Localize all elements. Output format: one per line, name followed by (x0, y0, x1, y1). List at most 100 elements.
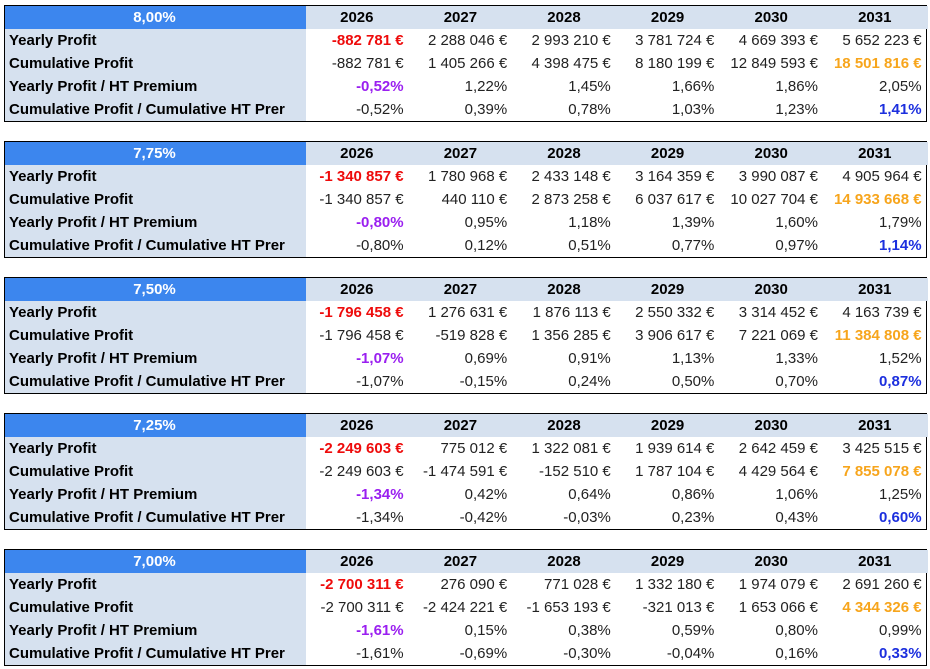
year-header-cell[interactable]: 2029 (616, 6, 721, 29)
year-header-cell[interactable]: 2026 (306, 142, 410, 165)
rate-cell[interactable]: 7,75% (5, 142, 306, 165)
value-cell[interactable]: 0,33% (879, 645, 922, 662)
value-cell[interactable]: -1 796 458 € (319, 304, 404, 321)
value-cell[interactable]: 0,77% (671, 237, 715, 254)
value-cell[interactable]: 8 180 199 € (635, 55, 715, 72)
value-cell[interactable]: 1,03% (671, 101, 715, 118)
value-cell[interactable]: 3 314 452 € (738, 304, 818, 321)
value-cell[interactable]: 4 429 564 € (738, 463, 818, 480)
value-cell[interactable]: 4 163 739 € (842, 304, 922, 321)
value-cell[interactable]: 0,16% (775, 645, 818, 662)
value-cell[interactable]: 0,60% (879, 509, 922, 526)
row-label[interactable]: Yearly Profit / HT Premium (5, 483, 306, 506)
row-label[interactable]: Cumulative Profit (5, 52, 306, 75)
value-cell[interactable]: 0,95% (464, 214, 508, 231)
value-cell[interactable]: 1,60% (775, 214, 818, 231)
value-cell[interactable]: 1,86% (775, 78, 818, 95)
value-cell[interactable]: 2 691 260 € (842, 576, 922, 593)
value-cell[interactable]: -1 340 857 € (319, 191, 404, 208)
value-cell[interactable]: 1,14% (879, 237, 922, 254)
row-label[interactable]: Yearly Profit / HT Premium (5, 211, 306, 234)
value-cell[interactable]: 440 110 € (441, 191, 508, 208)
value-cell[interactable]: 1 332 180 € (635, 576, 715, 593)
value-cell[interactable]: 1,22% (464, 78, 508, 95)
row-label[interactable]: Cumulative Profit (5, 324, 306, 347)
value-cell[interactable]: 1,66% (671, 78, 715, 95)
value-cell[interactable]: 1,41% (879, 101, 922, 118)
row-label[interactable]: Yearly Profit / HT Premium (5, 619, 306, 642)
value-cell[interactable]: 771 028 € (544, 576, 611, 593)
year-header-cell[interactable]: 2030 (720, 550, 824, 573)
value-cell[interactable]: -2 700 311 € (320, 599, 404, 616)
value-cell[interactable]: 3 164 359 € (635, 168, 715, 185)
value-cell[interactable]: 2 873 258 € (531, 191, 611, 208)
value-cell[interactable]: 0,97% (775, 237, 818, 254)
year-header-cell[interactable]: 2026 (306, 550, 410, 573)
value-cell[interactable]: 0,78% (568, 101, 611, 118)
value-cell[interactable]: -882 781 € (331, 55, 404, 72)
value-cell[interactable]: -2 424 221 € (422, 599, 508, 616)
value-cell[interactable]: -2 700 311 € (320, 576, 404, 593)
year-header-cell[interactable]: 2031 (823, 414, 928, 437)
year-header-cell[interactable]: 2028 (513, 550, 617, 573)
row-label[interactable]: Cumulative Profit / Cumulative HT Prer (5, 506, 306, 529)
value-cell[interactable]: 0,51% (568, 237, 611, 254)
row-label[interactable]: Yearly Profit (5, 573, 306, 596)
year-header-cell[interactable]: 2027 (409, 414, 514, 437)
row-label[interactable]: Yearly Profit / HT Premium (5, 75, 306, 98)
value-cell[interactable]: -1 653 193 € (526, 599, 611, 616)
rate-cell[interactable]: 7,50% (5, 278, 306, 301)
value-cell[interactable]: 4 398 475 € (531, 55, 611, 72)
value-cell[interactable]: 1 787 104 € (635, 463, 715, 480)
value-cell[interactable]: 1,45% (568, 78, 611, 95)
rate-cell[interactable]: 7,00% (5, 550, 306, 573)
value-cell[interactable]: 1,18% (568, 214, 611, 231)
value-cell[interactable]: 2 288 046 € (427, 32, 508, 49)
year-header-cell[interactable]: 2027 (409, 142, 514, 165)
year-header-cell[interactable]: 2028 (513, 142, 617, 165)
row-label[interactable]: Yearly Profit (5, 29, 306, 52)
value-cell[interactable]: -0,52% (356, 78, 404, 95)
value-cell[interactable]: -0,04% (666, 645, 715, 662)
value-cell[interactable]: 775 012 € (440, 440, 508, 457)
year-header-cell[interactable]: 2030 (720, 414, 824, 437)
row-label[interactable]: Cumulative Profit (5, 188, 306, 211)
value-cell[interactable]: 1,39% (671, 214, 715, 231)
rate-cell[interactable]: 8,00% (5, 6, 306, 29)
value-cell[interactable]: 0,24% (568, 373, 611, 390)
year-header-cell[interactable]: 2027 (409, 278, 514, 301)
value-cell[interactable]: 4 905 964 € (842, 168, 922, 185)
year-header-cell[interactable]: 2031 (823, 6, 928, 29)
year-header-cell[interactable]: 2030 (720, 6, 824, 29)
value-cell[interactable]: 3 906 617 € (635, 327, 715, 344)
value-cell[interactable]: 0,70% (775, 373, 818, 390)
value-cell[interactable]: 0,43% (775, 509, 818, 526)
value-cell[interactable]: 1 939 614 € (635, 440, 715, 457)
value-cell[interactable]: 14 933 668 € (833, 191, 922, 208)
value-cell[interactable]: -1 474 591 € (422, 463, 508, 480)
value-cell[interactable]: 7 221 069 € (738, 327, 818, 344)
row-label[interactable]: Yearly Profit (5, 437, 306, 460)
value-cell[interactable]: 4 669 393 € (738, 32, 818, 49)
value-cell[interactable]: 6 037 617 € (635, 191, 715, 208)
value-cell[interactable]: -2 249 603 € (319, 463, 404, 480)
value-cell[interactable]: 1 356 285 € (531, 327, 611, 344)
row-label[interactable]: Cumulative Profit / Cumulative HT Prer (5, 370, 306, 393)
row-label[interactable]: Cumulative Profit (5, 596, 306, 619)
year-header-cell[interactable]: 2026 (306, 6, 410, 29)
value-cell[interactable]: -321 013 € (642, 599, 715, 616)
value-cell[interactable]: -152 510 € (539, 463, 611, 480)
row-label[interactable]: Cumulative Profit / Cumulative HT Prer (5, 642, 306, 665)
value-cell[interactable]: 3 781 724 € (635, 32, 715, 49)
value-cell[interactable]: 1 974 079 € (738, 576, 818, 593)
year-header-cell[interactable]: 2028 (513, 6, 617, 29)
value-cell[interactable]: 2 642 459 € (738, 440, 818, 457)
value-cell[interactable]: 1,06% (775, 486, 818, 503)
value-cell[interactable]: 11 384 808 € (834, 327, 922, 344)
value-cell[interactable]: 0,80% (775, 622, 818, 639)
value-cell[interactable]: -0,80% (356, 237, 404, 254)
value-cell[interactable]: -1 796 458 € (319, 327, 404, 344)
value-cell[interactable]: 7 855 078 € (842, 463, 922, 480)
value-cell[interactable]: -882 781 € (331, 32, 404, 49)
value-cell[interactable]: -1,34% (356, 509, 404, 526)
